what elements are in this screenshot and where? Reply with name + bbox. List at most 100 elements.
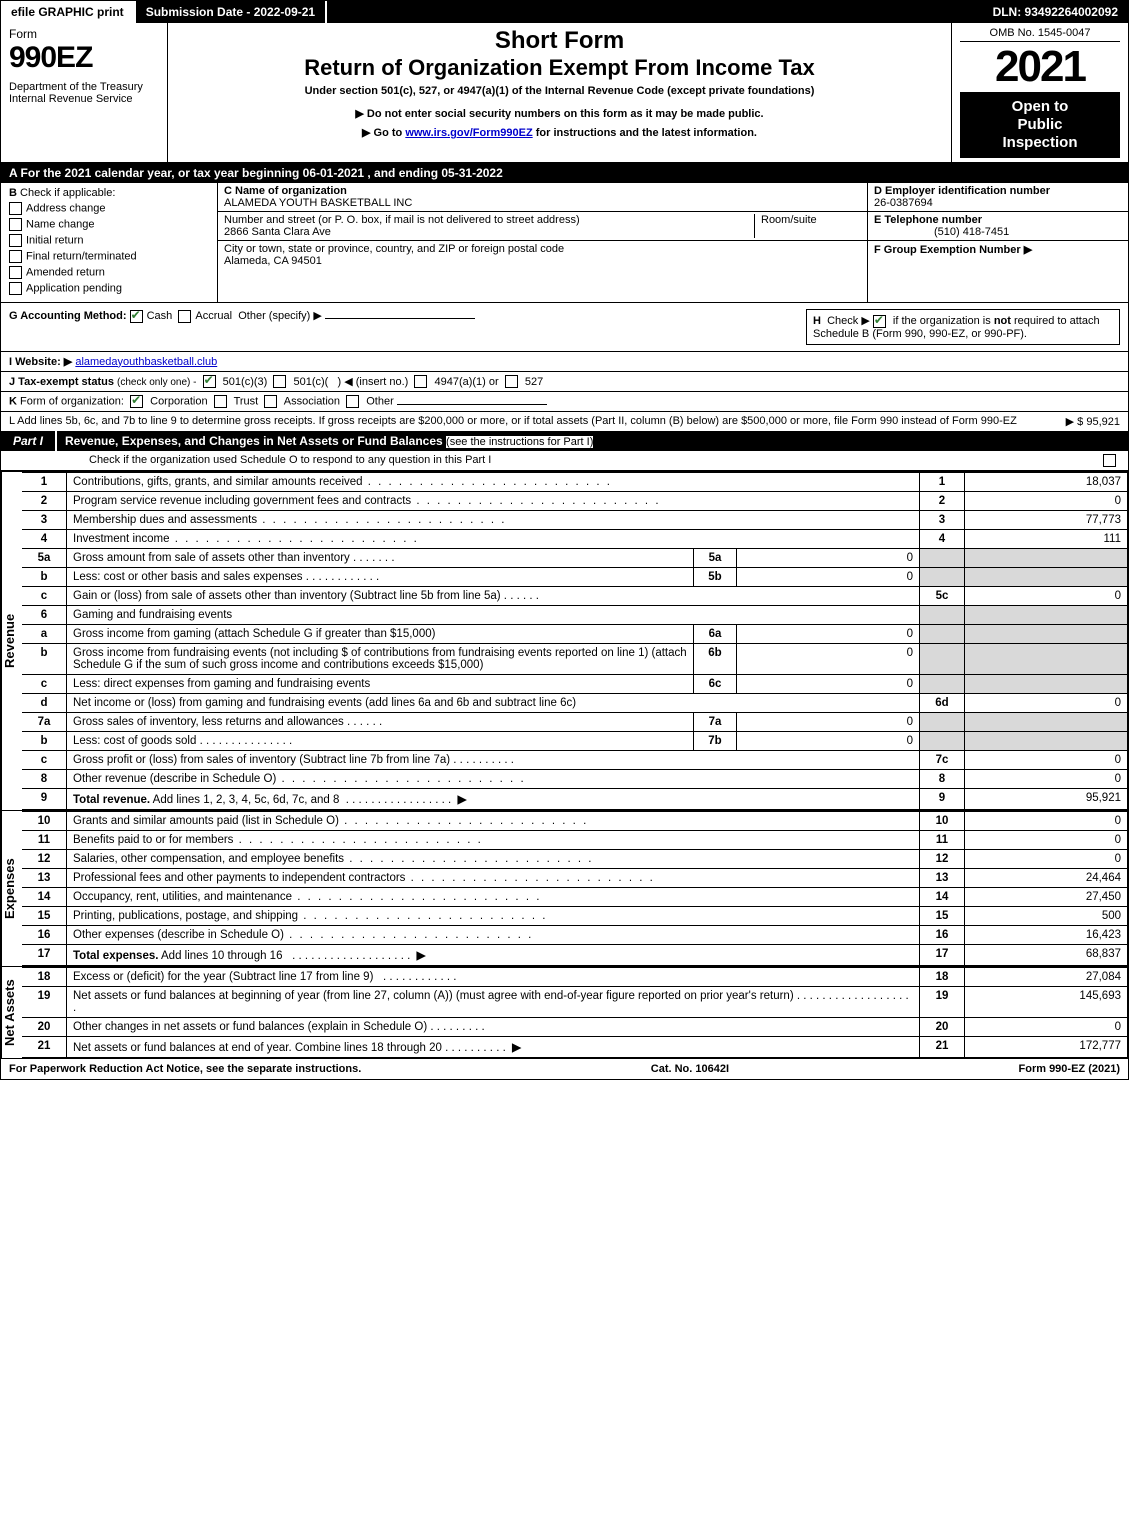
website-label: I Website: ▶: [9, 356, 72, 368]
header-center: Short Form Return of Organization Exempt…: [168, 23, 951, 162]
name-change-label: Name change: [26, 218, 95, 230]
part-i-title: Revenue, Expenses, and Changes in Net As…: [57, 431, 601, 451]
b-label: B: [9, 187, 17, 199]
goto-suffix: for instructions and the latest informat…: [536, 127, 757, 139]
cb-527[interactable]: [505, 375, 518, 388]
line-7a: 7aGross sales of inventory, less returns…: [22, 713, 1128, 732]
h-check-arrow: Check ▶: [827, 315, 870, 327]
paperwork-notice: For Paperwork Reduction Act Notice, see …: [9, 1063, 361, 1075]
row-g: G Accounting Method: Cash Accrual Other …: [9, 309, 786, 345]
initial-label: Initial return: [26, 234, 83, 246]
line-16: 16Other expenses (describe in Schedule O…: [22, 926, 1128, 945]
part-i-paren: (see the instructions for Part I): [446, 436, 593, 448]
col-b-checkboxes: B Check if applicable: Address change Na…: [1, 183, 218, 302]
irs-link[interactable]: www.irs.gov/Form990EZ: [405, 127, 532, 139]
cb-final-return[interactable]: Final return/terminated: [9, 250, 209, 263]
e-label: E Telephone number: [874, 214, 982, 226]
line-19: 19Net assets or fund balances at beginni…: [22, 987, 1128, 1018]
line-5a: 5aGross amount from sale of assets other…: [22, 549, 1128, 568]
row-l-gross-receipts: L Add lines 5b, 6c, and 7b to line 9 to …: [1, 412, 1128, 431]
room-suite-label: Room/suite: [754, 214, 861, 238]
revenue-section: Revenue 1Contributions, gifts, grants, a…: [1, 471, 1128, 810]
final-label: Final return/terminated: [26, 250, 137, 262]
accrual-label: Accrual: [195, 310, 232, 322]
cb-trust[interactable]: [214, 395, 227, 408]
line-12: 12Salaries, other compensation, and empl…: [22, 850, 1128, 869]
return-title: Return of Organization Exempt From Incom…: [176, 55, 943, 81]
f-label: F Group Exemption Number ▶: [874, 244, 1032, 256]
row-j-tax-exempt: J Tax-exempt status (check only one) - 5…: [1, 372, 1128, 393]
cb-501c3[interactable]: [203, 375, 216, 388]
street-value: 2866 Santa Clara Ave: [224, 226, 754, 238]
line-6a: aGross income from gaming (attach Schedu…: [22, 625, 1128, 644]
other-label: Other (specify) ▶: [238, 310, 322, 322]
cb-4947[interactable]: [414, 375, 427, 388]
form-number: 990EZ: [9, 41, 159, 75]
cb-association[interactable]: [264, 395, 277, 408]
amended-label: Amended return: [26, 266, 105, 278]
ein-value: 26-0387694: [874, 197, 933, 209]
line-7c: cGross profit or (loss) from sales of in…: [22, 751, 1128, 770]
line-6c: cLess: direct expenses from gaming and f…: [22, 675, 1128, 694]
city-value: Alameda, CA 94501: [224, 255, 861, 267]
col-c-org-info: C Name of organization ALAMEDA YOUTH BAS…: [218, 183, 867, 302]
line-8: 8Other revenue (describe in Schedule O)8…: [22, 770, 1128, 789]
h-text2: if the organization is: [893, 315, 991, 327]
irs-label: Internal Revenue Service: [9, 93, 159, 105]
line-10: 10Grants and similar amounts paid (list …: [22, 812, 1128, 831]
d-label: D Employer identification number: [874, 185, 1050, 197]
expenses-table: 10Grants and similar amounts paid (list …: [22, 811, 1128, 966]
line-14: 14Occupancy, rent, utilities, and mainte…: [22, 888, 1128, 907]
website-link[interactable]: alamedayouthbasketball.club: [75, 356, 217, 368]
line-6: 6Gaming and fundraising events: [22, 606, 1128, 625]
line-5c: cGain or (loss) from sale of assets othe…: [22, 587, 1128, 606]
part-i-check-o: Check if the organization used Schedule …: [1, 451, 1128, 471]
net-assets-side-label: Net Assets: [1, 967, 22, 1058]
cb-cash[interactable]: [130, 310, 143, 323]
cb-address-change[interactable]: Address change: [9, 202, 209, 215]
org-name-cell: C Name of organization ALAMEDA YOUTH BAS…: [218, 183, 867, 212]
cb-accrual[interactable]: [178, 310, 191, 323]
h-not: not: [994, 315, 1011, 327]
open-line1: Open to: [964, 98, 1116, 116]
schedule-o-checkbox[interactable]: [1103, 454, 1120, 467]
schedule-o-check-text: Check if the organization used Schedule …: [9, 454, 1103, 467]
net-assets-table: 18Excess or (deficit) for the year (Subt…: [22, 967, 1128, 1058]
line-13: 13Professional fees and other payments t…: [22, 869, 1128, 888]
line-7b: bLess: cost of goods sold . . . . . . . …: [22, 732, 1128, 751]
section-b-through-f: B Check if applicable: Address change Na…: [1, 183, 1128, 303]
omb-number: OMB No. 1545-0047: [960, 27, 1120, 42]
header-right: OMB No. 1545-0047 2021 Open to Public In…: [951, 23, 1128, 162]
open-line2: Public: [964, 116, 1116, 134]
city-label: City or town, state or province, country…: [224, 243, 861, 255]
dept-label: Department of the Treasury: [9, 81, 159, 93]
efile-print-label[interactable]: efile GRAPHIC print: [1, 1, 136, 23]
open-to-public: Open to Public Inspection: [960, 92, 1120, 158]
row-k-org-form: K Form of organization: Corporation Trus…: [1, 392, 1128, 412]
g-label: G Accounting Method:: [9, 310, 127, 322]
line-1: 1Contributions, gifts, grants, and simil…: [22, 473, 1128, 492]
cb-name-change[interactable]: Name change: [9, 218, 209, 231]
cb-initial-return[interactable]: Initial return: [9, 234, 209, 247]
street-cell: Number and street (or P. O. box, if mail…: [218, 212, 867, 241]
short-form-title: Short Form: [176, 27, 943, 55]
cash-label: Cash: [147, 310, 173, 322]
line-18: 18Excess or (deficit) for the year (Subt…: [22, 968, 1128, 987]
cb-other-org[interactable]: [346, 395, 359, 408]
line-20: 20Other changes in net assets or fund ba…: [22, 1018, 1128, 1037]
cb-schedule-b-not-required[interactable]: [873, 315, 886, 328]
cb-corporation[interactable]: [130, 395, 143, 408]
cb-501c[interactable]: [273, 375, 286, 388]
org-name: ALAMEDA YOUTH BASKETBALL INC: [224, 197, 861, 209]
check-if-label: Check if applicable:: [20, 187, 115, 199]
form-ref: Form 990-EZ (2021): [1019, 1063, 1121, 1075]
top-bar: efile GRAPHIC print Submission Date - 20…: [1, 1, 1128, 23]
row-l-text: L Add lines 5b, 6c, and 7b to line 9 to …: [9, 415, 1020, 428]
tax-year: 2021: [960, 42, 1120, 92]
cb-amended-return[interactable]: Amended return: [9, 266, 209, 279]
goto-line: ▶ Go to www.irs.gov/Form990EZ for instru…: [176, 126, 943, 139]
line-3: 3Membership dues and assessments377,773: [22, 511, 1128, 530]
cb-application-pending[interactable]: Application pending: [9, 282, 209, 295]
revenue-table: 1Contributions, gifts, grants, and simil…: [22, 472, 1128, 810]
expenses-side-label: Expenses: [1, 811, 22, 966]
